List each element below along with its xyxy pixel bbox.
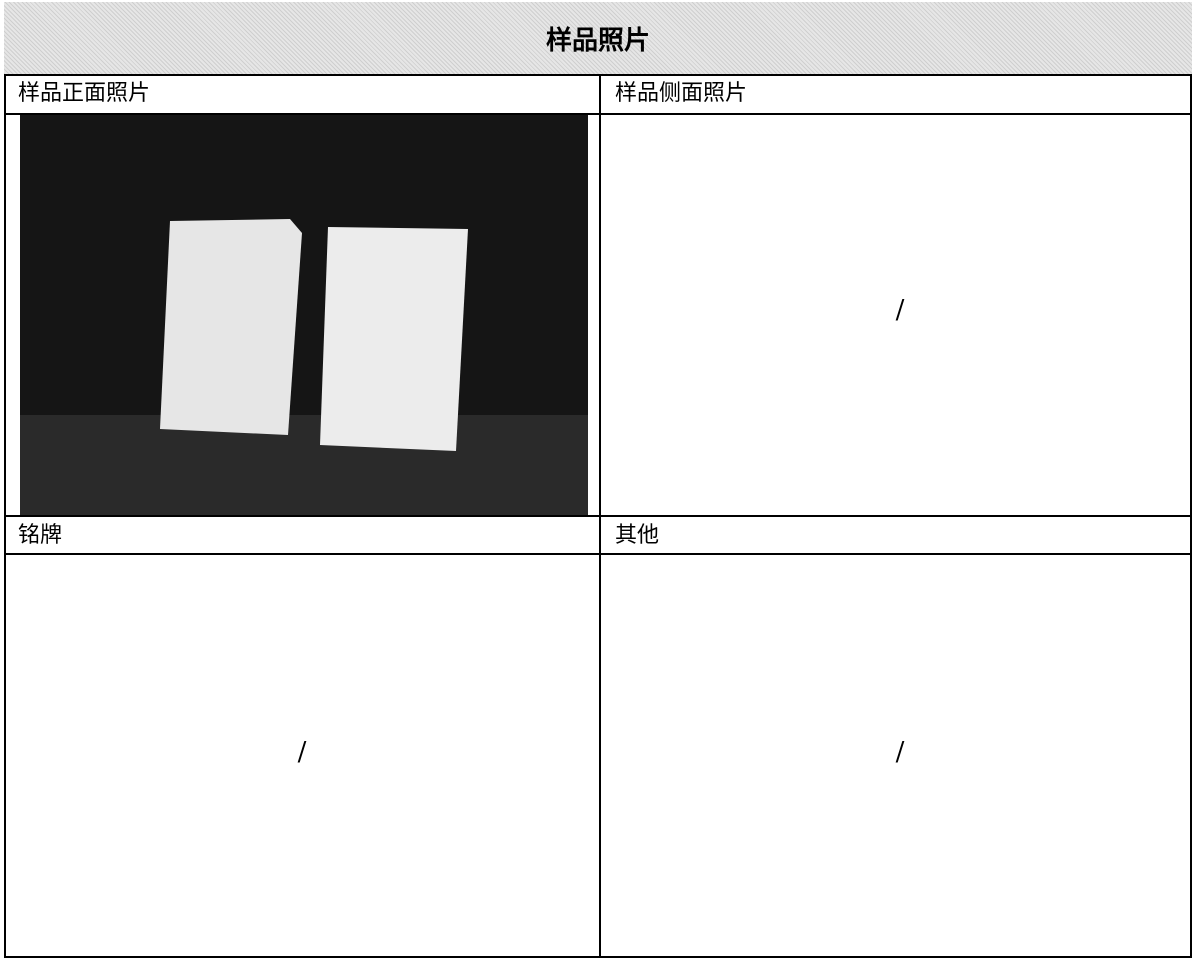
cell-label: 样品正面照片 bbox=[18, 81, 151, 106]
cell-label: 其他 bbox=[615, 523, 660, 548]
cell-content: / bbox=[895, 295, 905, 325]
cell-content: / bbox=[297, 737, 307, 767]
row-divider bbox=[4, 113, 1192, 115]
cell-label: 样品侧面照片 bbox=[615, 81, 748, 106]
row-divider bbox=[4, 515, 1192, 517]
row-divider bbox=[4, 553, 1192, 555]
table-title: 样品照片 bbox=[4, 2, 1192, 76]
photo-box bbox=[320, 227, 468, 451]
cell-content: / bbox=[895, 737, 905, 767]
photo-box bbox=[160, 219, 302, 435]
cell-label: 铭牌 bbox=[18, 523, 63, 548]
photo-floor bbox=[20, 415, 588, 515]
sample-photo bbox=[20, 115, 588, 515]
